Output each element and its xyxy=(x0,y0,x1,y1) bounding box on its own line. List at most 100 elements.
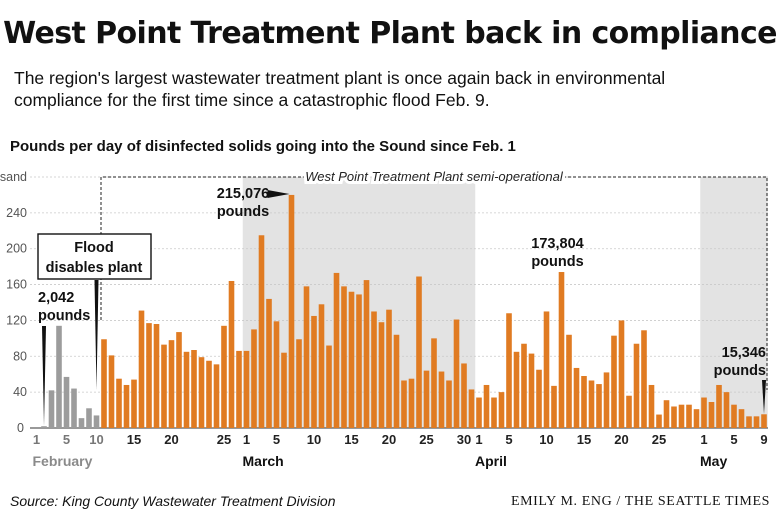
x-tick-label: 1 xyxy=(33,432,40,447)
bar xyxy=(506,313,512,428)
bar xyxy=(723,392,730,428)
bar xyxy=(228,280,235,428)
bar xyxy=(296,339,302,428)
bar xyxy=(303,286,310,428)
y-tick-label: 120 xyxy=(6,313,27,327)
bar xyxy=(236,350,242,428)
bar xyxy=(543,311,550,428)
bar xyxy=(356,294,362,428)
bar xyxy=(633,343,640,428)
x-tick-label: 1 xyxy=(700,432,707,447)
bar xyxy=(251,329,257,428)
annotation-text: pounds xyxy=(714,363,766,379)
x-tick-label: 20 xyxy=(382,432,396,447)
x-tick-label: 5 xyxy=(273,432,280,447)
bar xyxy=(56,325,62,428)
x-tick-label: 15 xyxy=(577,432,591,447)
operational-banner: West Point Treatment Plant semi-operatio… xyxy=(305,169,564,184)
bar xyxy=(566,334,572,428)
annotation-pointer xyxy=(94,280,99,390)
annotations: West Point Treatment Plant semi-operatio… xyxy=(37,166,768,426)
bar xyxy=(41,426,47,428)
y-tick-label: 40 xyxy=(13,385,27,399)
bar xyxy=(588,380,595,428)
bar xyxy=(221,325,227,428)
bar xyxy=(326,345,332,428)
annotation-text: 2,042 xyxy=(38,290,74,306)
x-tick-label: 9 xyxy=(760,432,767,447)
bar xyxy=(611,335,617,428)
bar xyxy=(618,320,625,428)
bar xyxy=(311,315,317,428)
bar xyxy=(536,369,542,428)
bar xyxy=(176,332,182,428)
bar xyxy=(656,414,662,428)
shaded-period-1 xyxy=(700,177,768,428)
bar xyxy=(281,352,287,428)
bar xyxy=(498,392,505,428)
bar xyxy=(371,311,377,428)
bar xyxy=(123,384,130,428)
y-tick-label: 0 xyxy=(17,421,24,435)
bar xyxy=(243,350,250,428)
bar xyxy=(461,363,467,428)
bar xyxy=(431,338,437,428)
bar xyxy=(213,364,220,428)
bar xyxy=(108,355,115,428)
annotation-text: 173,804 xyxy=(531,236,583,252)
month-label: February xyxy=(33,453,93,469)
annotation-text: 215,076 xyxy=(217,186,269,202)
bar xyxy=(318,304,325,428)
x-tick-label: 25 xyxy=(419,432,433,447)
bar xyxy=(558,272,565,428)
bar xyxy=(663,400,670,428)
bar xyxy=(641,330,647,428)
bar xyxy=(401,380,407,428)
bar xyxy=(476,397,482,428)
chart-heading: Pounds per day of disinfected solids goi… xyxy=(10,138,516,155)
x-tick-label: 20 xyxy=(614,432,628,447)
bar xyxy=(491,397,497,428)
bar xyxy=(483,384,490,428)
bar xyxy=(453,319,460,428)
bar xyxy=(738,409,745,428)
bar xyxy=(596,384,602,428)
bar xyxy=(678,404,685,428)
bar xyxy=(708,402,715,428)
annotation-text: 15,346 xyxy=(722,345,766,361)
bar xyxy=(438,371,445,428)
bar xyxy=(581,376,587,428)
bar xyxy=(468,389,475,428)
x-tick-label: 5 xyxy=(730,432,737,447)
bar xyxy=(671,406,677,428)
x-tick-label: 10 xyxy=(89,432,103,447)
x-tick-label: 15 xyxy=(127,432,141,447)
annotation-pointer xyxy=(42,326,46,426)
x-tick-label: 10 xyxy=(539,432,553,447)
bar xyxy=(686,404,692,428)
flood-callout-box xyxy=(37,233,152,280)
y-tick-label: 160 xyxy=(6,278,27,292)
bar xyxy=(528,353,535,428)
bar xyxy=(288,194,295,428)
bar xyxy=(378,322,385,428)
source-note: Source: King County Wastewater Treatment… xyxy=(10,493,336,509)
bar xyxy=(191,350,197,428)
bar xyxy=(423,370,430,428)
bar xyxy=(161,344,167,428)
y-tick-label: 200 xyxy=(6,242,27,256)
bar xyxy=(348,291,355,428)
bars xyxy=(41,194,767,428)
bar xyxy=(93,415,100,428)
bar xyxy=(266,298,272,428)
x-tick-label: 10 xyxy=(307,432,321,447)
annotation-text: pounds xyxy=(531,254,583,270)
x-tick-label: 1 xyxy=(243,432,250,447)
x-tick-label: 20 xyxy=(164,432,178,447)
y-tick-label: 240 xyxy=(6,206,27,220)
annotation-text: Flood xyxy=(74,240,113,256)
bar-chart: 04080120160200240280 thousand15101520251… xyxy=(0,166,768,469)
bar xyxy=(86,408,92,428)
y-tick-label: 80 xyxy=(13,349,27,363)
bar xyxy=(386,309,392,428)
